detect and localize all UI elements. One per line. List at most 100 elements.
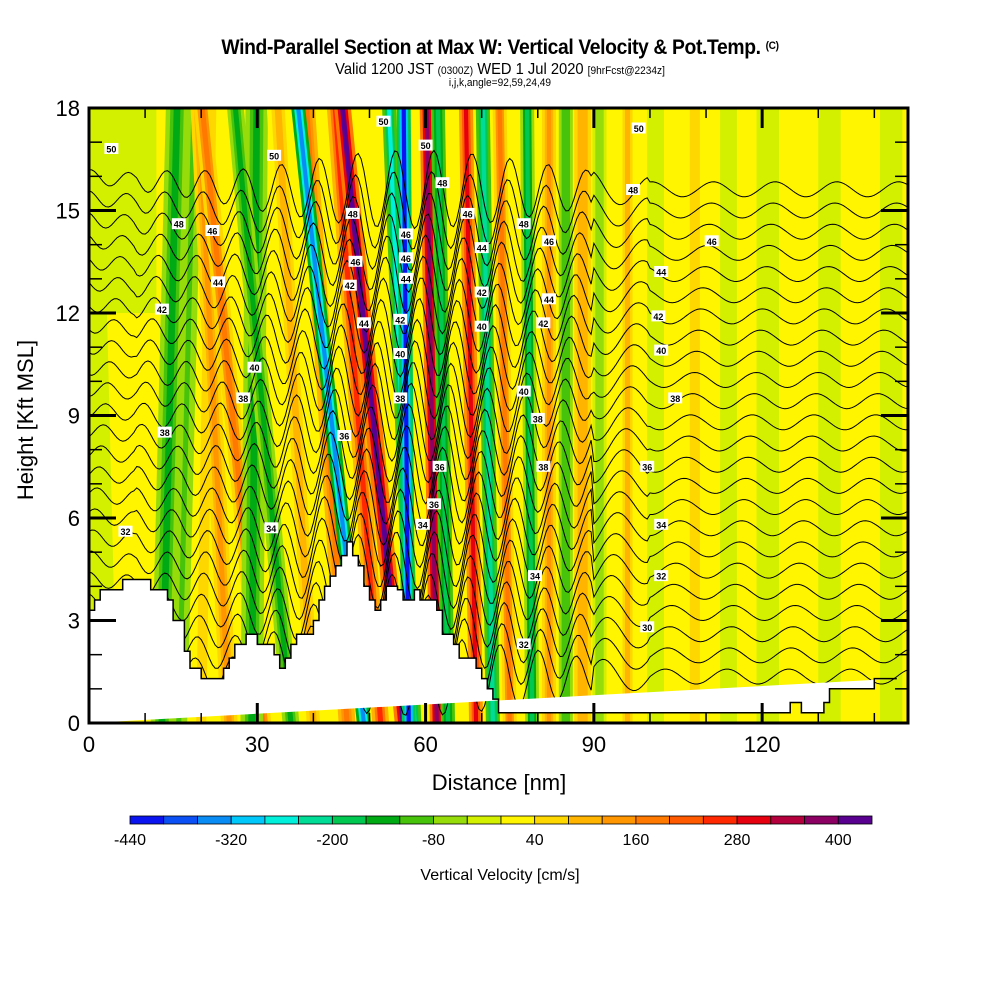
contour-label-text: 34: [266, 524, 276, 534]
velocity-band: [463, 108, 479, 723]
theta-contour-50: [89, 170, 908, 250]
colorbar-swatch: [466, 815, 502, 825]
contour-label-box: [435, 177, 450, 189]
contour-label: 40: [474, 320, 489, 332]
colorbar-swatch: [163, 815, 198, 825]
contour-label-text: 46: [401, 230, 411, 240]
contour-label-text: 40: [395, 350, 405, 360]
colorbar-swatch: [837, 815, 873, 825]
colorbar-swatch: [534, 815, 569, 825]
contour-label-box: [474, 320, 489, 332]
colorbar-swatch: [804, 815, 839, 825]
contour-label-text: 38: [533, 414, 543, 424]
y-tick-label: 6: [68, 506, 80, 531]
contour-label: 50: [418, 139, 433, 151]
contour-label: 38: [668, 392, 683, 404]
colorbar-title: Vertical Velocity [cm/s]: [420, 867, 579, 884]
velocity-band: [580, 108, 586, 723]
contour-label-text: 38: [238, 394, 248, 404]
theta-contour-36: [89, 467, 908, 547]
contour-label-text: 48: [519, 220, 529, 230]
contour-label-text: 42: [653, 312, 663, 322]
theta-contour-40: [89, 382, 908, 462]
contour-label-text: 44: [477, 244, 487, 254]
valid-time: Valid 1200 JST: [335, 61, 434, 78]
contour-labels: 50 50 48 46 44 42 40 38 38 32 34 50 50 48 48 46 46 46 46 44…: [104, 115, 719, 650]
contour-label: 36: [640, 460, 655, 472]
theta-contour-49: [89, 192, 908, 272]
contour-label-box: [337, 430, 352, 441]
velocity-band: [525, 108, 535, 723]
colorbar-tick-label: 400: [825, 832, 852, 849]
theta-contour-47: [89, 234, 908, 314]
forecast-info: [9hrFcst@2234z]: [587, 65, 665, 77]
velocity-band: [725, 108, 732, 723]
colorbar-tick-label: 160: [623, 832, 650, 849]
contour-label: 34: [654, 518, 669, 530]
contour-label: 46: [704, 235, 719, 247]
contour-label: 48: [345, 207, 360, 219]
contour-label-text: 34: [418, 520, 428, 530]
contour-label: 38: [530, 412, 545, 424]
contour-label-box: [393, 313, 408, 325]
contour-label-box: [668, 392, 683, 404]
contour-label-text: 48: [174, 220, 184, 230]
y-axis-title: Height [Kft MSL]: [13, 340, 38, 500]
contour-label-box: [640, 460, 655, 472]
contour-label-text: 50: [634, 124, 644, 134]
terrain-profile: [89, 541, 897, 723]
theta-contour-31: [89, 573, 908, 654]
contour-label-text: 32: [656, 572, 666, 582]
velocity-band: [176, 108, 197, 723]
contour-label-box: [528, 570, 542, 582]
theta-contours: [89, 149, 908, 716]
contour-label-text: 44: [656, 268, 666, 278]
velocity-band: [546, 108, 552, 723]
colorbar-tick-label: -200: [316, 832, 348, 849]
colorbar-tick-label: -320: [215, 832, 247, 849]
contour-label-text: 36: [339, 432, 349, 442]
contour-label-box: [356, 317, 371, 329]
velocity-band: [653, 108, 659, 723]
contour-label: 40: [247, 361, 262, 373]
contour-label-text: 50: [269, 151, 279, 161]
contour-label-box: [460, 207, 475, 219]
colorbar-swatch: [197, 815, 232, 825]
contour-label-box: [654, 344, 669, 356]
colorbar-swatch: [331, 815, 367, 825]
theta-contour-34: [89, 509, 908, 590]
contour-label: 42: [393, 313, 408, 325]
contour-label: 46: [398, 228, 413, 240]
contour-label-box: [247, 361, 262, 373]
contour-label: 44: [474, 242, 489, 254]
contour-label-text: 38: [395, 394, 405, 404]
contour-label: 44: [542, 293, 556, 305]
colorbar-swatch: [230, 815, 266, 825]
contour-label-box: [104, 143, 119, 154]
contour-label: 42: [474, 286, 489, 298]
contour-label-box: [536, 317, 551, 329]
contour-label: 40: [516, 385, 531, 397]
chart-subtitle: Valid 1200 JST (0300Z) WED 1 Jul 2020 [9…: [40, 61, 960, 79]
theta-contour-48: [89, 213, 908, 293]
contour-label-text: 42: [538, 319, 548, 329]
chart-title: Wind-Parallel Section at Max W: Vertical…: [40, 36, 960, 60]
contour-label-box: [398, 272, 413, 284]
contour-label-box: [393, 348, 408, 359]
colorbar-tick-label: -440: [114, 832, 146, 849]
contour-label-text: 48: [628, 186, 638, 196]
contour-label-box: [530, 412, 545, 424]
contour-label: 46: [542, 235, 556, 247]
contour-label: 36: [432, 460, 447, 472]
contour-label-box: [516, 638, 531, 650]
contour-label-text: 36: [429, 500, 439, 510]
colorbar-swatch: [601, 815, 637, 825]
x-tick-label: 120: [744, 732, 781, 757]
contour-label: 42: [342, 279, 357, 291]
contour-label-box: [626, 184, 641, 195]
contour-label: 46: [205, 225, 220, 237]
contour-label: 48: [171, 218, 186, 230]
contour-label-box: [651, 310, 666, 322]
theta-contour-51: [89, 149, 908, 230]
